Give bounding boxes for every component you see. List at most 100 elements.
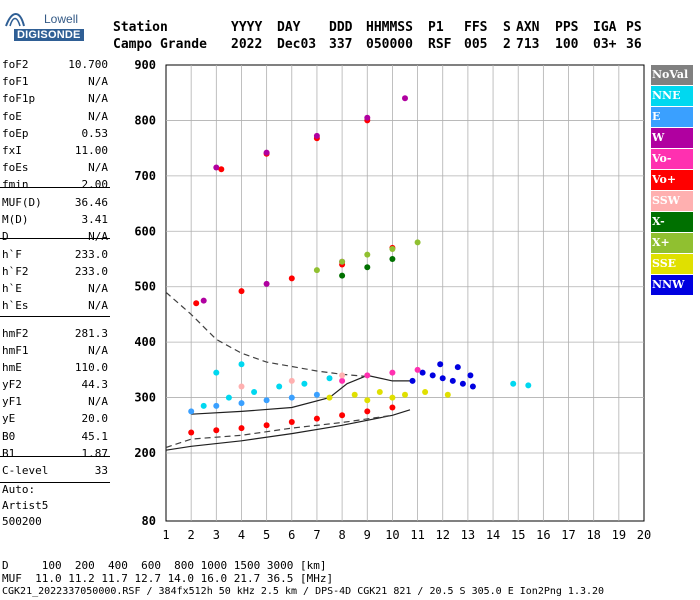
param-value: N/A — [88, 110, 108, 123]
brand-logo-mark — [4, 8, 26, 32]
header-value-station: Campo Grande — [113, 37, 207, 52]
point-sse — [364, 397, 371, 404]
point-nnw — [409, 377, 416, 384]
point-vo — [389, 369, 396, 376]
header-label-station: Station — [113, 20, 168, 35]
param-value: 33 — [94, 464, 108, 477]
header-label-p1: P1 — [428, 20, 444, 35]
point-w — [402, 95, 408, 102]
param-name: fxI — [2, 144, 22, 157]
param-row: D N/A — [2, 230, 108, 247]
param-name: D — [2, 230, 9, 243]
parameters-panel: foF2 10.700 foF1 N/A foF1p N/A foE N/A foEp 0.53 f… — [0, 58, 112, 538]
param-name: foEp — [2, 127, 29, 140]
header-value-ffs: 005 — [464, 37, 488, 52]
footer-file-info: CGK21_2022337050000.RSF / 384fx512h 50 k… — [2, 586, 605, 597]
param-name: M(D) — [2, 213, 29, 226]
x-tick-label: 16 — [536, 528, 550, 542]
x-tick-label: 20 — [637, 528, 651, 542]
param-value: 11.00 — [74, 144, 108, 157]
param-row: foE N/A — [2, 110, 108, 127]
param-value: 233.0 — [74, 248, 108, 261]
param-name: h`F — [2, 248, 22, 261]
y-tick-label: 700 — [134, 169, 156, 183]
station-header: Station YYYY DAY DDD HHMMSS P1 FFS S AXN PPS IGA PS… — [113, 20, 693, 54]
point-vo — [364, 408, 371, 415]
param-value: 0.53 — [81, 127, 109, 140]
param-name: foF1 — [2, 75, 29, 88]
point-nnw — [449, 377, 456, 384]
param-value: 3.41 — [81, 213, 109, 226]
param-value: 45.1 — [81, 430, 109, 443]
x-tick-label: 7 — [313, 528, 320, 542]
point-e — [313, 391, 320, 398]
param-name: MUF(D) — [2, 196, 42, 209]
param-name: hmE — [2, 361, 22, 374]
legend-item-nnw: NNW — [651, 275, 693, 295]
point-x — [339, 258, 346, 265]
header-label-ddd: DDD — [329, 20, 353, 35]
param-row: foF2 10.700 — [2, 58, 108, 75]
point-vo — [238, 288, 245, 295]
legend-item-w: W — [651, 128, 693, 148]
param-row: yE 20.0 — [2, 412, 108, 429]
point-w — [263, 280, 270, 287]
x-tick-label: 3 — [213, 528, 220, 542]
point-x — [414, 239, 421, 246]
brand-line2: DIGISONDE — [14, 29, 84, 41]
curve-profile-upper — [191, 374, 410, 415]
point-vo — [238, 425, 245, 432]
point-nne — [238, 361, 245, 368]
point-vo — [389, 404, 396, 411]
point-sse — [444, 391, 451, 398]
x-tick-label: 17 — [561, 528, 575, 542]
curve-profile-lower — [165, 409, 411, 451]
header-value-iga: 03+ — [593, 37, 617, 52]
y-tick-label: 800 — [134, 113, 156, 127]
x-tick-label: 2 — [188, 528, 195, 542]
point-vo — [313, 415, 320, 422]
point-nne — [251, 389, 258, 395]
footer-muf: MUF 11.0 11.2 11.7 12.7 14.0 16.0 21.7 3… — [2, 572, 334, 585]
param-value: 233.0 — [74, 265, 108, 278]
param-name: B0 — [2, 430, 16, 443]
point-vo — [288, 275, 295, 282]
param-name: yE — [2, 412, 16, 425]
point-vo — [414, 366, 421, 373]
point-e — [238, 400, 245, 407]
param-name: h`F2 — [2, 265, 29, 278]
point-vo — [288, 419, 295, 425]
separator — [0, 316, 110, 317]
param-row: h`E N/A — [2, 282, 108, 299]
point-ssw — [238, 383, 245, 390]
param-name: C-level — [2, 464, 49, 477]
param-row: foF1 N/A — [2, 75, 108, 92]
param-row: MUF(D) 36.46 — [2, 196, 108, 213]
param-row: h`Es N/A — [2, 299, 108, 316]
brand-line1: Lowell — [44, 12, 79, 26]
param-value: N/A — [88, 395, 108, 408]
param-name: yF1 — [2, 395, 22, 408]
x-tick-label: 13 — [461, 528, 475, 542]
legend-item-vo: Vo- — [651, 149, 693, 169]
point-nne — [510, 380, 517, 387]
header-label-ffs: FFS — [464, 20, 488, 35]
point-x — [389, 256, 396, 262]
param-value: 10.700 — [68, 58, 108, 71]
point-nne — [301, 380, 308, 387]
curve-dashed-upper — [165, 291, 368, 378]
point-sse — [351, 391, 358, 398]
point-vo — [364, 372, 371, 379]
point-sse — [422, 389, 429, 395]
legend-item-e: E — [651, 107, 693, 127]
autoscaling-line1: Auto: — [2, 483, 36, 496]
autoscaling-line3: 500200 — [2, 515, 42, 528]
point-nne — [213, 369, 220, 376]
brand-logo: Lowell DIGISONDE — [4, 8, 104, 41]
point-x — [364, 251, 371, 258]
x-tick-label: 10 — [385, 528, 399, 542]
point-nnw — [429, 372, 436, 379]
legend-item-ssw: SSW — [651, 191, 693, 211]
separator — [0, 482, 110, 483]
